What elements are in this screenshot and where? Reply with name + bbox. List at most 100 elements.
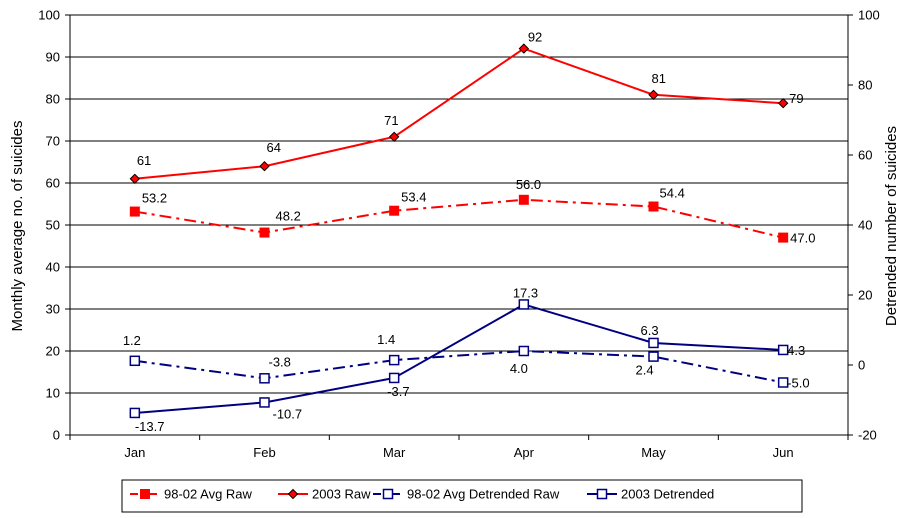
data-label: -13.7 bbox=[135, 419, 165, 434]
series-98-02-avg-raw-point bbox=[778, 232, 789, 243]
legend-label: 98-02 Avg Detrended Raw bbox=[407, 487, 560, 502]
y-left-tick-label: 10 bbox=[46, 386, 60, 401]
data-label: 64 bbox=[267, 140, 281, 155]
data-label: 48.2 bbox=[276, 209, 301, 224]
data-label: 6.3 bbox=[641, 323, 659, 338]
series-2003-detrended-point bbox=[648, 337, 659, 349]
y-right-tick-label: -20 bbox=[858, 428, 877, 443]
gridlines bbox=[70, 14, 848, 436]
y-right-tick-label: 0 bbox=[858, 358, 865, 373]
series-2003-raw-line bbox=[134, 47, 784, 180]
legend-point bbox=[140, 489, 150, 499]
x-tick-label: Jun bbox=[773, 445, 794, 460]
y-left-tick-label: 60 bbox=[46, 176, 60, 191]
y-left-tick-label: 40 bbox=[46, 260, 60, 275]
data-label: 4.3 bbox=[787, 343, 805, 358]
y-left-tick-label: 20 bbox=[46, 344, 60, 359]
legend-point bbox=[596, 488, 608, 500]
series-98-02-avg-detrended-raw-point bbox=[648, 351, 659, 362]
data-label: 53.2 bbox=[142, 191, 167, 206]
y-left-tick-label: 30 bbox=[46, 302, 60, 317]
y-left-tick-label: 100 bbox=[38, 8, 60, 23]
y-axis-left-title: Monthly average no. of suicides bbox=[9, 121, 26, 332]
series-98-02-avg-detrended-raw-point bbox=[388, 354, 400, 366]
data-label: -3.8 bbox=[269, 354, 291, 369]
series-2003-detrended-point bbox=[129, 407, 141, 419]
legend-item: 2003 Raw bbox=[278, 487, 371, 502]
data-label: 81 bbox=[652, 71, 666, 86]
data-label: -10.7 bbox=[273, 406, 303, 421]
legend-box bbox=[121, 479, 803, 513]
series-2003-detrended-point bbox=[259, 397, 270, 408]
series-2003-detrended bbox=[129, 299, 789, 419]
data-label: 17.3 bbox=[513, 285, 538, 300]
series-98-02-avg-raw-point bbox=[129, 206, 140, 217]
x-tick-label: Jan bbox=[124, 445, 145, 460]
series-98-02-avg-detrended-raw-point bbox=[518, 345, 530, 357]
series-2003-detrended-point bbox=[518, 299, 530, 310]
legend-point bbox=[382, 488, 394, 500]
series-2003-raw-point bbox=[648, 89, 659, 101]
y-right-tick-label: 80 bbox=[858, 78, 872, 93]
series-2003-detrended-point bbox=[388, 372, 400, 384]
y-right-tick-label: 20 bbox=[858, 288, 872, 303]
legend-label: 2003 Raw bbox=[312, 487, 371, 502]
series-98-02-avg-raw-point bbox=[389, 205, 400, 216]
data-label: 1.4 bbox=[377, 332, 395, 347]
series-layer bbox=[129, 43, 789, 419]
series-98-02-avg-detrended-raw-point bbox=[777, 377, 789, 388]
data-label: 2.4 bbox=[636, 363, 654, 378]
legend-label: 2003 Detrended bbox=[621, 487, 714, 502]
data-label: 53.4 bbox=[401, 190, 426, 205]
x-tick-label: Apr bbox=[514, 445, 535, 460]
y-axis-right-title: Detrended number of suicides bbox=[883, 126, 900, 326]
y-left-tick-label: 80 bbox=[46, 92, 60, 107]
series-2003-detrended-line bbox=[134, 303, 784, 414]
data-label: 61 bbox=[137, 153, 151, 168]
y-right-tick-label: 100 bbox=[858, 8, 880, 23]
data-label: 92 bbox=[528, 30, 542, 45]
axes: 0 10 20 30 40 50 60 70 80 90 100 -20 0 20 40 60 80 100 Jan… bbox=[38, 8, 879, 461]
series-2003-raw-point bbox=[259, 160, 270, 172]
legend-point bbox=[287, 488, 299, 500]
data-label: 79 bbox=[789, 91, 803, 106]
data-labels: 53.2 48.2 53.4 56.0 54.4 47.0 61 64 71 92 81 79 1.2 -… bbox=[123, 30, 816, 434]
series-98-02-avg-raw-line bbox=[134, 198, 784, 239]
legend-item: 98-02 Avg Detrended Raw bbox=[373, 487, 560, 502]
legend-label: 98-02 Avg Raw bbox=[164, 487, 253, 502]
data-label: 4.0 bbox=[510, 361, 528, 376]
series-98-02-avg-raw-point bbox=[648, 201, 659, 212]
data-label: 1.2 bbox=[123, 333, 141, 348]
series-2003-raw-point bbox=[129, 173, 141, 185]
series-2003-raw-point bbox=[777, 97, 789, 109]
series-2003-raw bbox=[129, 43, 789, 185]
series-98-02-avg-detrended-raw bbox=[129, 345, 789, 388]
series-98-02-avg-raw-point bbox=[518, 194, 529, 205]
series-2003-raw-point bbox=[388, 131, 400, 143]
y-right-tick-label: 60 bbox=[858, 148, 872, 163]
legend-item: 98-02 Avg Raw bbox=[130, 487, 253, 502]
series-98-02-avg-raw-point bbox=[259, 227, 270, 238]
legend-item: 2003 Detrended bbox=[587, 487, 714, 502]
y-right-tick-label: 40 bbox=[858, 218, 872, 233]
data-label: 71 bbox=[384, 113, 398, 128]
series-98-02-avg-detrended-raw-point bbox=[259, 373, 270, 384]
legend: 98-02 Avg Raw 2003 Raw 98-02 Avg Detrended… bbox=[121, 479, 803, 513]
x-tick-label: Feb bbox=[253, 445, 275, 460]
y-left-tick-label: 50 bbox=[46, 218, 60, 233]
series-2003-raw-point bbox=[518, 43, 530, 54]
data-label: 47.0 bbox=[790, 231, 815, 246]
data-label: 54.4 bbox=[660, 186, 685, 201]
x-tick-label: Mar bbox=[383, 445, 406, 460]
series-2003-detrended-point bbox=[777, 344, 789, 356]
series-98-02-avg-detrended-raw-point bbox=[129, 355, 141, 367]
y-left-tick-label: 90 bbox=[46, 50, 60, 65]
data-label: -5.0 bbox=[787, 376, 809, 391]
y-left-tick-label: 0 bbox=[53, 428, 60, 443]
series-98-02-avg-raw bbox=[129, 194, 789, 243]
data-label: 56.0 bbox=[516, 177, 541, 192]
series-98-02-avg-detrended-raw-line bbox=[134, 349, 784, 384]
x-tick-label: May bbox=[641, 445, 666, 460]
data-label: -3.7 bbox=[387, 384, 409, 399]
